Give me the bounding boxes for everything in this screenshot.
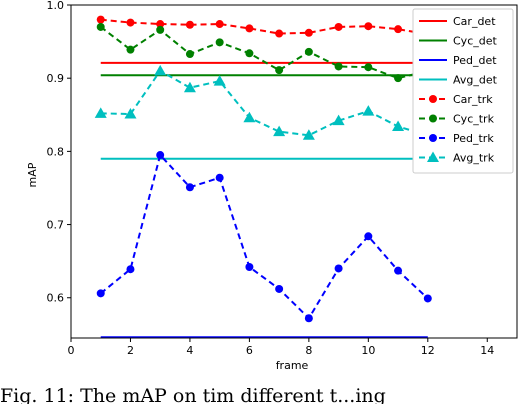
data-point [126, 265, 135, 274]
data-point [183, 81, 196, 93]
data-point [394, 25, 403, 34]
data-point [156, 151, 165, 160]
data-point [364, 232, 373, 241]
legend-item: Car_det [419, 15, 496, 28]
legend-label: Ped_trk [453, 132, 494, 145]
legend-box [412, 8, 514, 174]
data-point [392, 120, 405, 131]
data-point [94, 107, 107, 118]
legend-label: Cyc_det [453, 35, 497, 48]
y-tick-label: 0.6 [47, 292, 65, 305]
data-point [275, 29, 284, 38]
legend-label: Cyc_trk [453, 113, 495, 126]
data-point [185, 183, 194, 192]
legend-item: Avg_det [419, 74, 498, 87]
x-tick-label: 2 [127, 344, 134, 357]
data-point [334, 22, 343, 31]
x-tick-label: 8 [305, 344, 312, 357]
data-point [304, 47, 313, 56]
legend-marker [429, 114, 437, 123]
x-tick-label: 0 [68, 344, 75, 357]
x-axis-label: frame [276, 359, 309, 372]
data-point [273, 125, 286, 137]
series-line [100, 69, 429, 137]
data-point [213, 75, 226, 86]
legend-label: Car_det [453, 15, 496, 28]
series-layer [94, 15, 434, 339]
data-point [394, 74, 403, 83]
series-avg-trk [94, 64, 434, 140]
data-point [332, 114, 345, 126]
legend-item: Cyc_trk [419, 113, 495, 126]
data-point [275, 66, 284, 75]
x-tick-label: 10 [361, 344, 375, 357]
series-car-trk [96, 15, 432, 39]
y-tick-label: 0.7 [47, 219, 65, 232]
legend-item: Ped_trk [419, 132, 494, 145]
series-cyc-trk [96, 22, 432, 83]
data-point [185, 20, 194, 29]
figure-caption: Fig. 11: The mAP on tim different t...in… [0, 385, 386, 404]
legend: Car_det Cyc_det Ped_det Avg_det Car_trk Cyc_t… [412, 8, 514, 174]
x-tick-label: 14 [480, 344, 494, 357]
series-line [100, 18, 428, 36]
data-point [126, 18, 135, 27]
data-point [215, 38, 224, 47]
y-tick-label: 1.0 [47, 0, 65, 12]
y-tick-label: 0.9 [47, 72, 65, 85]
data-point [124, 108, 137, 119]
legend-item: Car_trk [419, 93, 493, 106]
data-point [156, 20, 165, 29]
legend-marker [427, 151, 439, 162]
data-point [334, 264, 343, 273]
data-point [185, 50, 194, 59]
data-point [96, 22, 105, 31]
legend-label: Ped_det [453, 54, 497, 67]
x-tick-label: 4 [186, 344, 193, 357]
series-ped-trk [96, 151, 432, 323]
data-point [96, 289, 105, 298]
data-point [126, 45, 135, 54]
legend-item: Ped_det [419, 54, 497, 67]
x-tick-label: 6 [246, 344, 253, 357]
legend-label: Avg_det [453, 74, 498, 87]
plot-frame [70, 4, 518, 339]
legend-item: Cyc_det [419, 35, 497, 48]
data-point [304, 314, 313, 323]
series-line [100, 153, 429, 320]
legend-marker [429, 95, 437, 103]
y-tick-label: 0.8 [47, 145, 65, 158]
data-point [96, 15, 105, 24]
data-point [275, 284, 284, 293]
data-point [245, 263, 254, 272]
data-point [243, 111, 256, 123]
data-point [364, 63, 373, 72]
x-tick-label: 12 [421, 344, 435, 357]
axes: 02468101214160.60.70.80.91.0 [47, 0, 518, 357]
data-point [245, 24, 254, 33]
data-point [245, 49, 254, 58]
legend-item: Avg_trk [419, 151, 495, 165]
data-point [334, 62, 343, 71]
legend-label: Avg_trk [453, 152, 495, 165]
data-point [154, 64, 167, 76]
data-point [215, 173, 224, 182]
data-point [302, 129, 315, 140]
y-axis-label: mAP [26, 162, 39, 187]
data-point [423, 294, 432, 303]
data-point [156, 25, 165, 34]
data-point [215, 20, 224, 29]
legend-label: Car_trk [453, 93, 493, 106]
data-point [364, 22, 373, 31]
data-point [362, 105, 375, 116]
data-point [394, 266, 403, 275]
legend-marker [429, 134, 437, 142]
series-line [100, 26, 429, 80]
data-point [304, 28, 313, 37]
